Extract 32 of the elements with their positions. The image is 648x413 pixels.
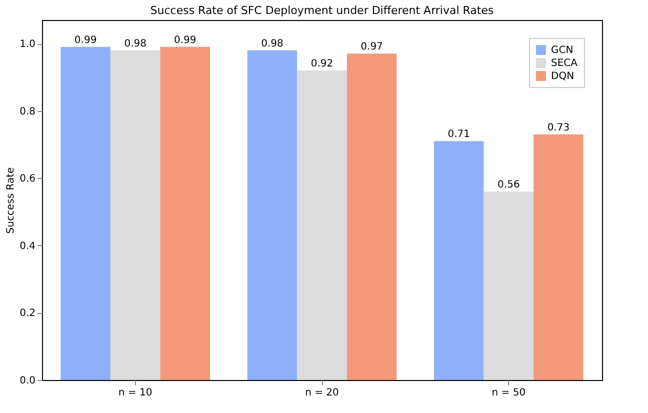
chart-title: Success Rate of SFC Deployment under Different Arrival Rates <box>150 4 494 17</box>
data-label: 0.56 <box>498 180 520 191</box>
y-tick-label: 0.8 <box>20 106 36 118</box>
data-label: 0.92 <box>310 58 334 70</box>
bar <box>346 54 397 380</box>
data-label: 0.98 <box>261 38 284 50</box>
x-tick-label: n = 20 <box>305 388 339 398</box>
data-label: 0.98 <box>124 38 146 50</box>
bar <box>297 70 347 380</box>
legend-label: DQN <box>551 71 574 82</box>
legend-label: GCN <box>551 45 574 56</box>
bar <box>110 50 160 380</box>
y-tick-label: 0.4 <box>20 240 36 252</box>
bar <box>60 46 110 380</box>
data-label: 0.99 <box>74 34 97 46</box>
y-tick-label: 1.0 <box>20 39 36 50</box>
bar <box>160 46 210 380</box>
y-tick-label: 0.0 <box>20 376 36 386</box>
bar <box>484 192 534 380</box>
y-tick-label: 0.6 <box>20 174 36 185</box>
x-tick-label: n = 10 <box>118 388 152 398</box>
x-tick-label: n = 50 <box>492 388 526 398</box>
data-label: 0.97 <box>360 42 383 53</box>
data-label: 0.99 <box>174 34 196 46</box>
legend-label: SECA <box>551 58 578 69</box>
bar <box>434 141 484 380</box>
data-label: 0.71 <box>448 129 470 140</box>
data-label: 0.73 <box>547 122 570 134</box>
bar <box>247 50 298 380</box>
bar <box>534 134 584 380</box>
y-tick-label: 0.2 <box>20 308 36 320</box>
y-axis-title: Success Rate <box>6 167 17 234</box>
